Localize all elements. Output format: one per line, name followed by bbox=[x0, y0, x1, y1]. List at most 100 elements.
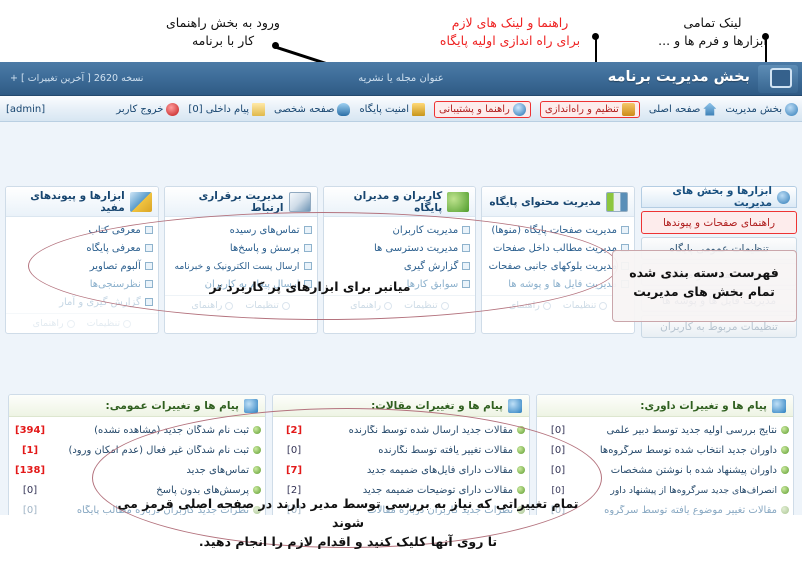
box-help-link-label: راهنمای bbox=[191, 300, 223, 311]
list-item[interactable]: پرسش و پاسخ‌ها bbox=[170, 239, 312, 257]
list-item[interactable]: نظرسنجی‌ها bbox=[11, 275, 153, 293]
row-label: پرسش‌های بدون پاسخ bbox=[156, 484, 249, 496]
list-item[interactable]: گزارش گیری و آمار bbox=[11, 293, 153, 311]
box-tools-links-footer: تنظیمات راهنمای bbox=[6, 313, 158, 333]
box-help-link[interactable]: راهنمای bbox=[350, 300, 393, 311]
users-icon bbox=[447, 191, 470, 212]
panel-review-changes-header: پیام ها و تغییرات داوری: bbox=[537, 395, 793, 417]
box-tools-links-body: معرفی کتاب معرفی پایگاه آلبوم تصاویر نظر… bbox=[6, 217, 158, 311]
power-icon bbox=[166, 102, 180, 116]
nav-item-logout-label: خروج کاربر bbox=[116, 103, 164, 115]
bullet-icon bbox=[517, 486, 525, 494]
sidebar-item-pages-guide[interactable]: راهنمای صفحات و پیوندها bbox=[641, 211, 797, 234]
table-row[interactable]: ثبت نام شدگان غیر فعال (عدم امکان ورود) [… bbox=[13, 440, 261, 460]
box-settings-link[interactable]: تنظیمات bbox=[245, 300, 290, 311]
row-label: تماس‌های جدید bbox=[186, 464, 249, 476]
list-item-label: مدیریت کاربران bbox=[392, 224, 459, 236]
nav-item-setup[interactable]: تنظیم و راه‌اندازی bbox=[539, 100, 640, 118]
refresh-blue-icon bbox=[772, 398, 786, 413]
box-settings-link[interactable]: تنظیمات bbox=[563, 300, 608, 311]
list-item[interactable]: مدیریت دسترسی ها bbox=[329, 239, 471, 257]
list-item[interactable]: مدیریت بلوکهای جانبی صفحات bbox=[487, 257, 629, 275]
nav-item-internal-message[interactable]: پیام داخلی [0] bbox=[188, 102, 266, 116]
box-content-management: مدیریت محتوای پایگاه مدیریت صفحات پایگاه… bbox=[481, 186, 635, 334]
gear-icon bbox=[440, 301, 449, 310]
table-row[interactable]: مقالات جدید ارسال شده توسط نگارنده [2] bbox=[277, 420, 525, 440]
list-item-label: مدیریت بلوکهای جانبی صفحات bbox=[488, 260, 617, 272]
list-item[interactable]: تماس‌های رسیده bbox=[170, 221, 312, 239]
current-user-label: [admin] bbox=[6, 103, 46, 115]
table-row[interactable]: نتایج بررسی اولیه جدید توسط دبیر علمی [0] bbox=[541, 420, 789, 440]
bullet-icon bbox=[781, 446, 789, 454]
list-item[interactable]: مدیریت مطالب داخل صفحات bbox=[487, 239, 629, 257]
box-settings-link[interactable]: تنظیمات bbox=[404, 300, 449, 311]
table-row[interactable]: انصراف‌های جدید سرگروه‌ها از پیشنهاد داو… bbox=[541, 480, 789, 500]
setup-icon bbox=[621, 102, 635, 116]
checkbox-icon bbox=[462, 226, 471, 234]
table-row[interactable]: داوران پیشنهاد شده با نوشتن مشخصات [0] bbox=[541, 460, 789, 480]
row-count: [0] bbox=[22, 504, 38, 516]
admin-application-window: بخش مدیریت برنامه عنوان مجله یا نشریه نس… bbox=[0, 62, 802, 515]
list-item[interactable]: آلبوم تصاویر bbox=[11, 257, 153, 275]
checkbox-icon bbox=[462, 262, 471, 270]
row-label: داوران جدید انتخاب شده توسط سرگروه‌ها bbox=[599, 444, 777, 456]
list-item[interactable]: سوابق کارها bbox=[329, 275, 471, 293]
table-row[interactable]: ثبت نام شدگان جدید (مشاهده نشده) [394] bbox=[13, 420, 261, 440]
table-row[interactable]: تماس‌های جدید [138] bbox=[13, 460, 261, 480]
nav-item-site-security[interactable]: امنیت پایگاه bbox=[359, 102, 426, 116]
checkbox-icon bbox=[144, 298, 153, 306]
mail-icon bbox=[252, 102, 266, 116]
box-settings-link-label: تنظیمات bbox=[562, 300, 597, 311]
list-item-label: آلبوم تصاویر bbox=[89, 260, 141, 272]
table-row[interactable]: مقالات تغییر یافته توسط نگارنده [0] bbox=[277, 440, 525, 460]
table-row[interactable]: پرسش‌های بدون پاسخ [0] bbox=[13, 480, 261, 500]
box-content-management-title: مدیریت محتوای پایگاه bbox=[489, 195, 601, 208]
list-item-label: ارسال پیغام به کاربران bbox=[204, 278, 300, 290]
refresh-blue-icon bbox=[244, 398, 258, 413]
nav-item-home[interactable]: صفحه اصلی bbox=[649, 102, 717, 116]
list-item-label: مدیریت فایل ها و پوشه ها bbox=[508, 278, 617, 290]
table-row[interactable]: مقالات دارای فایل‌های ضمیمه جدید [7] bbox=[277, 460, 525, 480]
lock-icon bbox=[412, 102, 426, 116]
table-row[interactable]: نظرات جدید کاربران درباره مقالات [0] bbox=[277, 500, 525, 515]
list-item[interactable]: ارسال پیغام به کاربران bbox=[170, 275, 312, 293]
list-item[interactable]: مدیریت فایل ها و پوشه ها bbox=[487, 275, 629, 293]
question-icon bbox=[66, 319, 75, 328]
table-row[interactable]: نظرات جدید کاربران درباره مطالب پایگاه [0… bbox=[13, 500, 261, 515]
row-count: [0] bbox=[550, 444, 566, 456]
panel-article-changes-header: پیام ها و تغییرات مقالات: bbox=[273, 395, 529, 417]
list-item[interactable]: معرفی کتاب bbox=[11, 221, 153, 239]
row-label: داوران پیشنهاد شده با نوشتن مشخصات bbox=[610, 464, 777, 476]
table-row[interactable]: داوران جدید انتخاب شده توسط سرگروه‌ها [0] bbox=[541, 440, 789, 460]
box-help-link[interactable]: راهنمای bbox=[33, 318, 75, 329]
box-communication-header: مدیریت برقراری ارتباط bbox=[164, 187, 317, 217]
app-logo-glyph-icon bbox=[770, 68, 792, 88]
list-item[interactable]: مدیریت صفحات پایگاه (منوها) bbox=[487, 221, 629, 239]
nav-item-personal-page[interactable]: صفحه شخصی bbox=[274, 102, 351, 116]
box-settings-link[interactable]: تنظیمات bbox=[87, 318, 132, 329]
list-item[interactable]: معرفی پایگاه bbox=[11, 239, 153, 257]
callout-toolbar-note: میانبر برای ابزارهای پر کاربرد تر bbox=[209, 279, 411, 294]
nav-item-admin-section-label: بخش مدیریت bbox=[725, 103, 782, 115]
panel-general-changes-header: پیام ها و تغییرات عمومی: bbox=[9, 395, 265, 417]
list-item[interactable]: ارسال پست الکترونیک و خبرنامه bbox=[170, 257, 312, 275]
box-help-link[interactable]: راهنمای bbox=[191, 300, 234, 311]
checkbox-icon bbox=[303, 244, 312, 252]
row-count: [0] bbox=[551, 484, 565, 496]
question-icon bbox=[225, 301, 234, 310]
nav-item-help-support[interactable]: راهنما و پشتیبانی bbox=[434, 100, 531, 118]
row-label: انصراف‌های جدید سرگروه‌ها از پیشنهاد داو… bbox=[610, 484, 777, 496]
bullet-icon bbox=[517, 426, 525, 434]
box-help-link[interactable]: راهنمای bbox=[509, 300, 551, 311]
admin-tool-boxes: مدیریت محتوای پایگاه مدیریت صفحات پایگاه… bbox=[5, 186, 635, 334]
nav-item-admin-section[interactable]: بخش مدیریت bbox=[725, 102, 798, 116]
version-label[interactable]: نسخه 2620 [ آخرین تغییرات ] + bbox=[10, 73, 144, 84]
table-row[interactable]: مقالات دارای توضیحات ضمیمه جدید [2] bbox=[277, 480, 525, 500]
list-item[interactable]: گزارش گیری bbox=[329, 257, 471, 275]
nav-item-logout[interactable]: خروج کاربر bbox=[116, 102, 180, 116]
sidebar-item-pages-guide-label: راهنمای صفحات و پیوندها bbox=[662, 216, 776, 229]
annotation-top-right: لینک تمامی ابزارها و فرم ها و ... bbox=[658, 15, 767, 49]
box-tools-links-header: ابزارها و پیوندهای مفید bbox=[6, 187, 158, 217]
list-item[interactable]: مدیریت کاربران bbox=[329, 221, 471, 239]
table-row[interactable]: مقالات تغییر موضوع یافته توسط سرگروه [0] bbox=[541, 500, 789, 515]
